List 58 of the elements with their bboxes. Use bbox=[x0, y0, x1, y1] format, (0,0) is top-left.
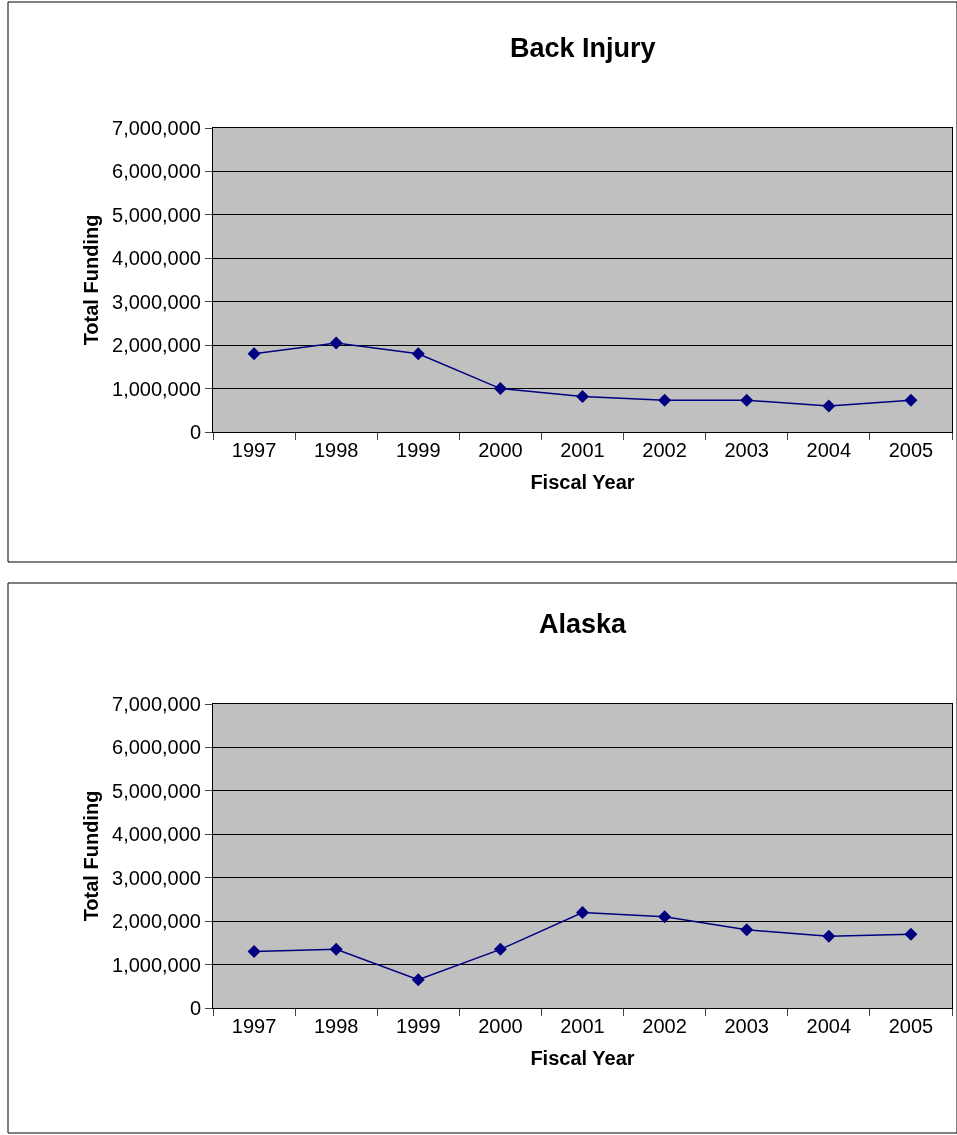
x-tick-label: 1997 bbox=[231, 1015, 277, 1037]
point bbox=[904, 927, 918, 941]
x-tick-label: 2004 bbox=[806, 439, 852, 461]
point bbox=[493, 382, 507, 396]
y-tick-label: 5,000,000 bbox=[112, 779, 201, 802]
point bbox=[576, 905, 589, 919]
y-tick-label: 0 bbox=[189, 421, 201, 443]
point bbox=[576, 389, 589, 403]
point bbox=[247, 945, 261, 959]
point bbox=[658, 393, 672, 407]
x-tick-label: 1999 bbox=[396, 439, 441, 461]
point bbox=[740, 923, 754, 937]
y-axis-title: Total Funding bbox=[79, 214, 102, 346]
x-tick-label: 1998 bbox=[313, 1015, 359, 1037]
y-tick-label: 6,000,000 bbox=[112, 160, 201, 183]
x-axis-title: Fiscal Year bbox=[530, 1046, 635, 1069]
x-tick-label: 1998 bbox=[313, 439, 359, 461]
chart-title: Alaska bbox=[539, 609, 628, 639]
y-tick-label: 7,000,000 bbox=[112, 693, 201, 715]
y-tick-label: 2,000,000 bbox=[112, 910, 201, 933]
x-tick-label: 2005 bbox=[888, 1015, 934, 1037]
x-tick-label: 1999 bbox=[396, 1015, 441, 1037]
x-tick-label: 2000 bbox=[478, 439, 523, 461]
point bbox=[904, 393, 918, 407]
x-tick-label: 2000 bbox=[478, 1015, 523, 1037]
x-tick-label: 2001 bbox=[560, 439, 605, 461]
y-tick-label: 0 bbox=[189, 997, 201, 1019]
y-tick-label: 1,000,000 bbox=[112, 953, 201, 976]
y-tick-label: 1,000,000 bbox=[112, 377, 201, 400]
point bbox=[247, 347, 261, 361]
point bbox=[822, 929, 836, 943]
x-tick-label: 2002 bbox=[642, 1015, 687, 1037]
point bbox=[411, 347, 425, 361]
point bbox=[493, 942, 507, 956]
y-tick-label: 5,000,000 bbox=[112, 203, 201, 226]
x-tick-label: 2005 bbox=[888, 439, 934, 461]
y-tick-label: 2,000,000 bbox=[112, 334, 201, 357]
point bbox=[822, 399, 836, 413]
y-tick-label: 6,000,000 bbox=[112, 736, 201, 759]
y-tick-label: 3,000,000 bbox=[112, 290, 201, 313]
x-tick-label: 2001 bbox=[560, 1015, 605, 1037]
point bbox=[329, 336, 343, 350]
x-tick-label: 2002 bbox=[642, 439, 687, 461]
y-tick-label: 3,000,000 bbox=[112, 866, 201, 889]
chart-title: Back Injury bbox=[510, 33, 656, 63]
x-tick-label: 2003 bbox=[724, 439, 769, 461]
x-tick-label: 1997 bbox=[231, 439, 277, 461]
y-tick-label: 7,000,000 bbox=[112, 117, 201, 139]
y-tick-label: 4,000,000 bbox=[112, 247, 201, 270]
x-axis-title: Fiscal Year bbox=[530, 470, 635, 493]
x-tick-label: 2004 bbox=[806, 1015, 852, 1037]
y-axis-title: Total Funding bbox=[79, 790, 102, 922]
point bbox=[658, 910, 672, 924]
x-tick-label: 2003 bbox=[724, 1015, 769, 1037]
point bbox=[411, 973, 425, 987]
point bbox=[329, 942, 343, 956]
y-tick-label: 4,000,000 bbox=[112, 823, 201, 846]
point bbox=[740, 393, 754, 407]
